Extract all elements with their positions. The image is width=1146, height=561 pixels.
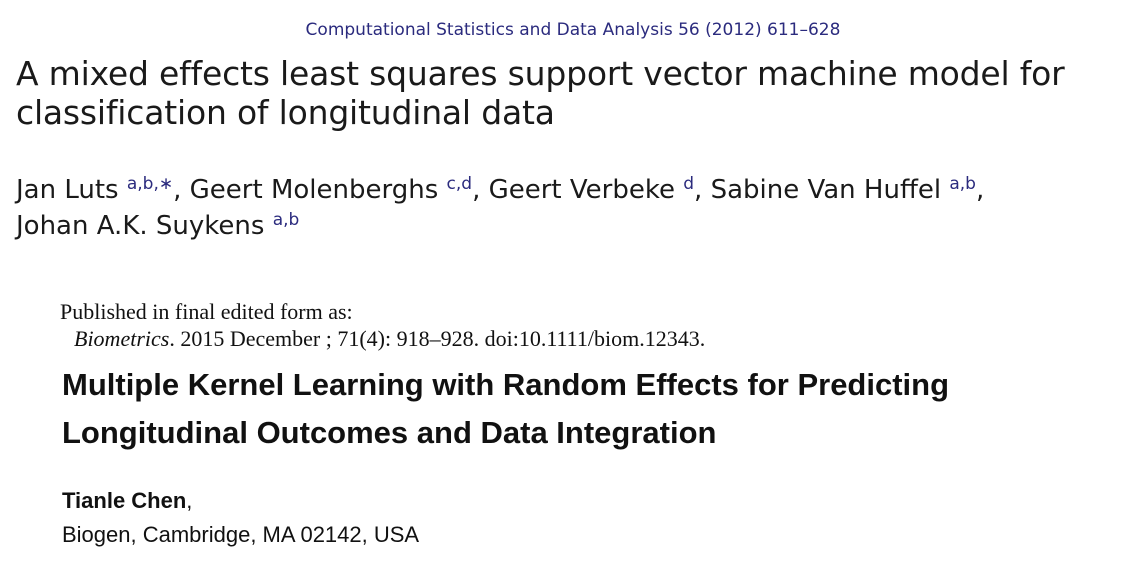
paper1-author-list: Jan Luts a,b,∗, Geert Molenberghs c,d, G… bbox=[16, 172, 984, 244]
paper2-title-line-2: Longitudinal Outcomes and Data Integrati… bbox=[62, 415, 717, 450]
author-name: Jan Luts bbox=[16, 175, 119, 205]
affiliation-marker[interactable]: a,b,∗ bbox=[126, 174, 174, 194]
author-name: Geert Molenberghs bbox=[189, 175, 439, 205]
published-citation: Published in final edited form as: Biome… bbox=[60, 298, 705, 352]
author-separator: , bbox=[173, 175, 190, 205]
journal-name: Biometrics bbox=[74, 326, 170, 351]
paper1-title-line-2: classification of longitudinal data bbox=[16, 93, 555, 132]
author-line-1: Jan Luts a,b,∗, Geert Molenberghs c,d, G… bbox=[16, 172, 984, 208]
author-affiliation: Biogen, Cambridge, MA 02142, USA bbox=[62, 522, 420, 547]
author-name: Geert Verbeke bbox=[488, 175, 675, 205]
author-name: Johan A.K. Suykens bbox=[16, 211, 265, 241]
author-name: Sabine Van Huffel bbox=[710, 175, 942, 205]
affiliation-marker[interactable]: c,d bbox=[446, 174, 473, 194]
author-separator: , bbox=[472, 175, 489, 205]
affiliation-marker[interactable]: a,b bbox=[272, 210, 300, 230]
affiliation-marker[interactable]: a,b bbox=[949, 174, 976, 194]
paper1-title: A mixed effects least squares support ve… bbox=[16, 54, 1065, 132]
citation-line: Biometrics. 2015 December ; 71(4): 918–9… bbox=[60, 325, 705, 352]
paper1-title-line-1: A mixed effects least squares support ve… bbox=[16, 54, 1065, 93]
author-name: Tianle Chen bbox=[62, 488, 187, 513]
published-label: Published in final edited form as: bbox=[60, 299, 353, 324]
author-separator: , bbox=[186, 488, 193, 513]
author-separator: , bbox=[975, 175, 985, 205]
paper2-author: Tianle Chen, bbox=[62, 488, 192, 514]
paper2-title-line-1: Multiple Kernel Learning with Random Eff… bbox=[62, 367, 950, 402]
journal-reference[interactable]: Computational Statistics and Data Analys… bbox=[305, 20, 841, 40]
paper2-title: Multiple Kernel Learning with Random Eff… bbox=[62, 361, 949, 457]
author-separator: , bbox=[694, 175, 711, 205]
author-line-2: Johan A.K. Suykens a,b bbox=[16, 208, 984, 244]
citation-details: . 2015 December ; 71(4): 918–928. doi:10… bbox=[169, 326, 706, 351]
affiliation-marker[interactable]: d bbox=[683, 174, 695, 194]
